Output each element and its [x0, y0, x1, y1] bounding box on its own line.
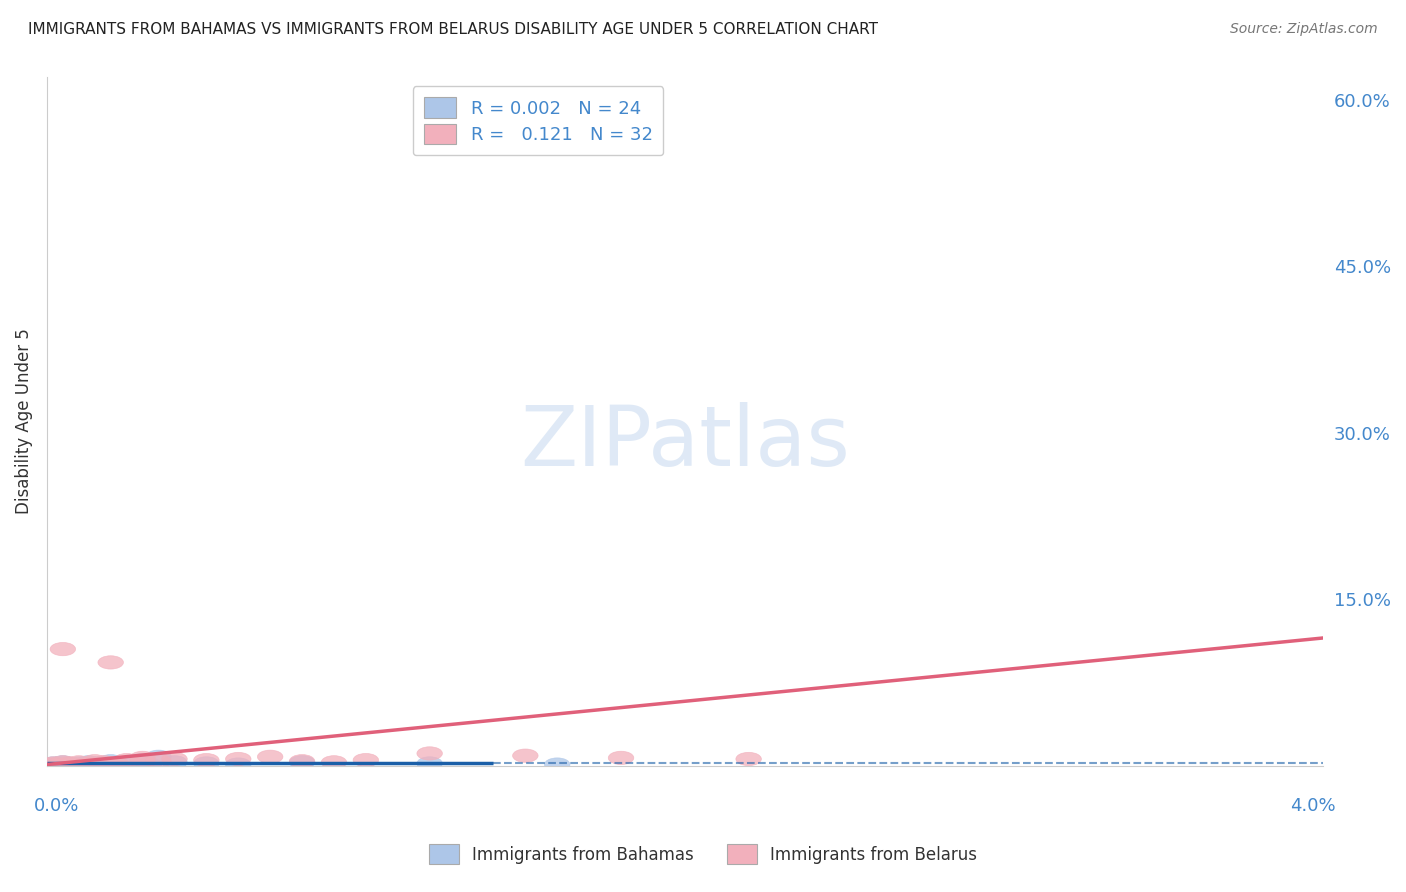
Ellipse shape [53, 758, 79, 772]
Ellipse shape [38, 758, 63, 772]
Ellipse shape [129, 754, 155, 767]
Ellipse shape [41, 756, 66, 770]
Ellipse shape [82, 755, 107, 768]
Ellipse shape [194, 756, 219, 770]
Ellipse shape [544, 758, 569, 772]
Ellipse shape [66, 758, 91, 772]
Ellipse shape [513, 749, 538, 763]
Ellipse shape [66, 756, 91, 769]
Ellipse shape [72, 758, 98, 772]
Ellipse shape [86, 758, 111, 772]
Ellipse shape [86, 756, 111, 770]
Ellipse shape [51, 756, 76, 769]
Text: ZIPatlas: ZIPatlas [520, 401, 849, 483]
Ellipse shape [418, 756, 443, 770]
Ellipse shape [129, 751, 155, 764]
Ellipse shape [41, 756, 66, 770]
Ellipse shape [735, 752, 762, 765]
Ellipse shape [91, 756, 117, 769]
Ellipse shape [114, 754, 139, 767]
Ellipse shape [104, 758, 129, 772]
Ellipse shape [225, 758, 252, 772]
Ellipse shape [321, 756, 347, 769]
Ellipse shape [290, 755, 315, 768]
Ellipse shape [146, 750, 172, 764]
Ellipse shape [46, 759, 72, 772]
Text: 4.0%: 4.0% [1289, 797, 1336, 814]
Ellipse shape [353, 754, 378, 767]
Legend: Immigrants from Bahamas, Immigrants from Belarus: Immigrants from Bahamas, Immigrants from… [422, 838, 984, 871]
Ellipse shape [91, 758, 117, 772]
Ellipse shape [79, 756, 104, 770]
Ellipse shape [162, 756, 187, 769]
Ellipse shape [72, 759, 98, 772]
Ellipse shape [76, 756, 101, 769]
Ellipse shape [59, 759, 86, 772]
Ellipse shape [225, 752, 252, 765]
Ellipse shape [66, 756, 91, 770]
Ellipse shape [51, 759, 76, 772]
Ellipse shape [98, 755, 124, 768]
Text: IMMIGRANTS FROM BAHAMAS VS IMMIGRANTS FROM BELARUS DISABILITY AGE UNDER 5 CORREL: IMMIGRANTS FROM BAHAMAS VS IMMIGRANTS FR… [28, 22, 879, 37]
Text: Source: ZipAtlas.com: Source: ZipAtlas.com [1230, 22, 1378, 37]
Ellipse shape [56, 758, 82, 772]
Legend: R = 0.002   N = 24, R =   0.121   N = 32: R = 0.002 N = 24, R = 0.121 N = 32 [413, 87, 664, 155]
Ellipse shape [609, 751, 634, 764]
Ellipse shape [257, 750, 283, 764]
Ellipse shape [129, 756, 155, 769]
Ellipse shape [98, 756, 124, 770]
Ellipse shape [136, 758, 162, 772]
Ellipse shape [146, 755, 172, 768]
Ellipse shape [418, 747, 443, 760]
Ellipse shape [194, 754, 219, 767]
Ellipse shape [114, 756, 139, 770]
Ellipse shape [51, 642, 76, 656]
Y-axis label: Disability Age Under 5: Disability Age Under 5 [15, 328, 32, 515]
Ellipse shape [162, 752, 187, 765]
Ellipse shape [98, 656, 124, 669]
Ellipse shape [104, 758, 129, 772]
Ellipse shape [51, 756, 76, 769]
Ellipse shape [44, 758, 69, 772]
Ellipse shape [56, 756, 82, 770]
Text: 0.0%: 0.0% [34, 797, 80, 814]
Ellipse shape [290, 756, 315, 769]
Ellipse shape [82, 759, 107, 772]
